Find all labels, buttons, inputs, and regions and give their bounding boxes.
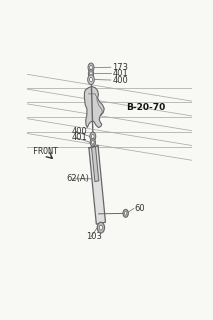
Text: 62(A): 62(A): [66, 174, 89, 183]
Text: 400: 400: [71, 127, 87, 136]
Text: B-20-70: B-20-70: [126, 103, 165, 112]
Text: 401: 401: [71, 133, 87, 142]
Circle shape: [89, 77, 92, 82]
Circle shape: [88, 75, 94, 84]
Circle shape: [123, 209, 128, 217]
Circle shape: [90, 72, 92, 75]
Text: 401: 401: [112, 69, 128, 78]
Circle shape: [92, 140, 94, 144]
Circle shape: [124, 212, 127, 215]
Circle shape: [99, 225, 102, 230]
Text: 400: 400: [112, 76, 128, 84]
Text: FRONT: FRONT: [33, 147, 58, 156]
Polygon shape: [92, 146, 99, 182]
Text: 60: 60: [135, 204, 145, 213]
Circle shape: [97, 222, 105, 233]
Polygon shape: [84, 86, 104, 128]
Circle shape: [92, 134, 94, 139]
Text: 103: 103: [86, 232, 102, 241]
Circle shape: [88, 63, 94, 72]
Polygon shape: [89, 146, 105, 224]
Circle shape: [90, 66, 92, 69]
Circle shape: [90, 139, 95, 146]
Circle shape: [90, 132, 96, 141]
Text: 173: 173: [112, 63, 128, 72]
Circle shape: [88, 69, 94, 77]
